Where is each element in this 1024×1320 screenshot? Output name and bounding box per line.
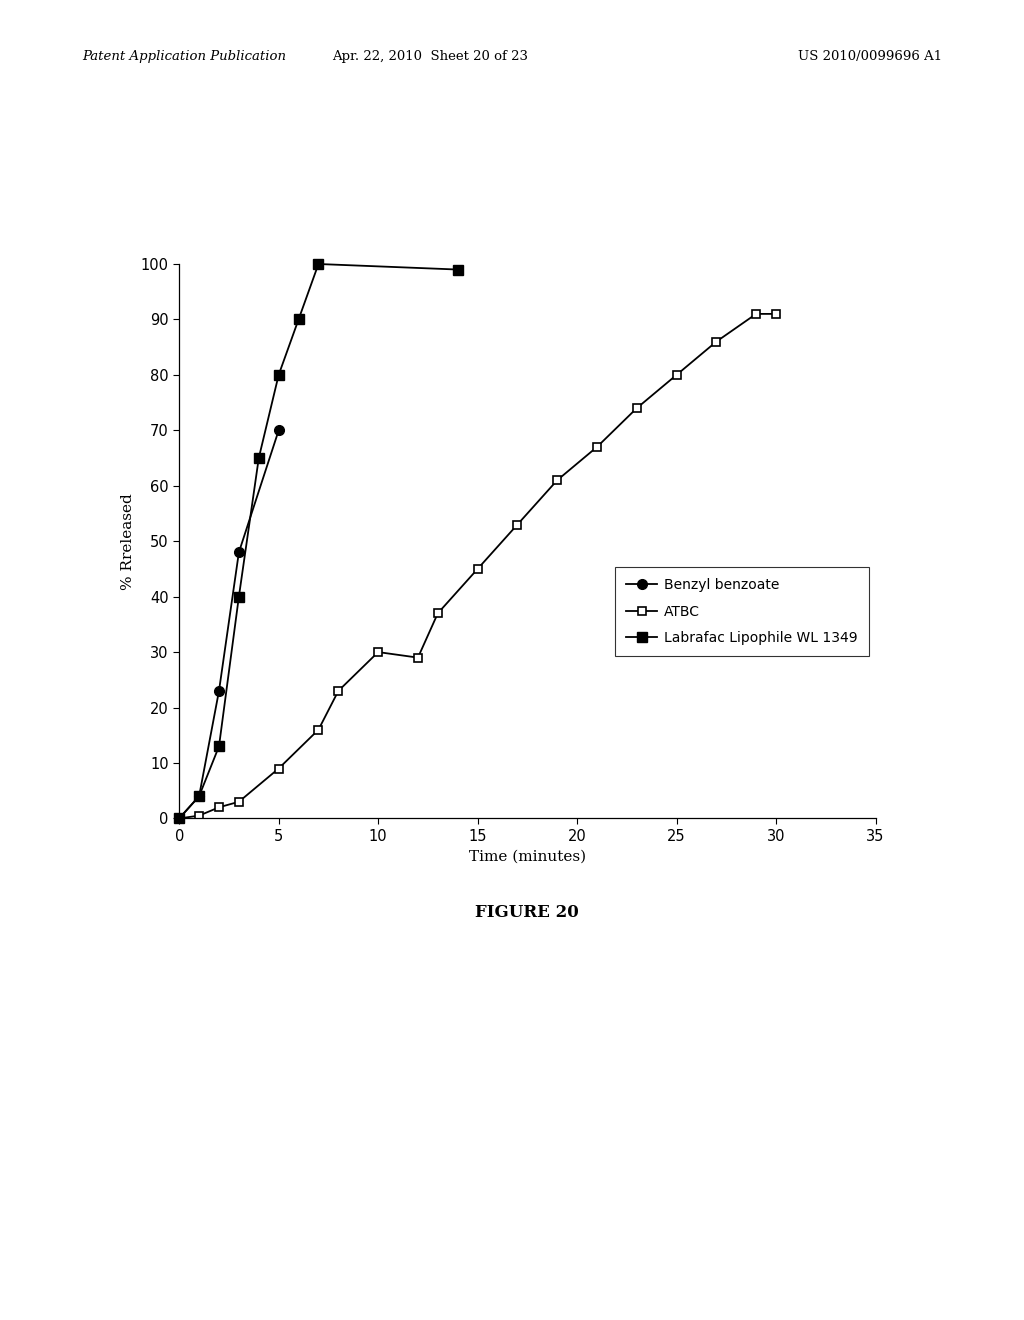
Text: US 2010/0099696 A1: US 2010/0099696 A1 [798,50,942,63]
Text: FIGURE 20: FIGURE 20 [475,904,580,921]
ATBC [412,649,424,665]
Line: Labrafac Lipophile WL 1349: Labrafac Lipophile WL 1349 [174,259,463,824]
ATBC [213,800,225,816]
Line: ATBC: ATBC [175,310,780,822]
Benzyl benzoate [213,682,225,698]
Labrafac Lipophile WL 1349 [193,788,205,804]
Labrafac Lipophile WL 1349 [293,312,305,327]
ATBC [631,400,643,416]
Benzyl benzoate [232,544,245,560]
Labrafac Lipophile WL 1349 [173,810,185,826]
Benzyl benzoate [272,422,285,438]
Labrafac Lipophile WL 1349 [452,261,464,277]
ATBC [591,440,603,455]
Labrafac Lipophile WL 1349 [213,738,225,754]
Line: Benzyl benzoate: Benzyl benzoate [174,425,284,824]
Labrafac Lipophile WL 1349 [253,450,265,466]
Labrafac Lipophile WL 1349 [232,589,245,605]
Labrafac Lipophile WL 1349 [272,367,285,383]
ATBC [770,306,782,322]
Y-axis label: % Rreleased: % Rreleased [121,492,135,590]
ATBC [272,760,285,776]
ATBC [671,367,683,383]
ATBC [332,682,344,698]
ATBC [432,606,444,622]
ATBC [312,722,325,738]
ATBC [711,334,723,350]
Legend: Benzyl benzoate, ATBC, Labrafac Lipophile WL 1349: Benzyl benzoate, ATBC, Labrafac Lipophil… [615,568,868,656]
X-axis label: Time (minutes): Time (minutes) [469,849,586,863]
ATBC [372,644,384,660]
Text: Patent Application Publication: Patent Application Publication [82,50,286,63]
Benzyl benzoate [193,788,205,804]
ATBC [511,516,523,532]
ATBC [471,561,483,577]
ATBC [750,306,762,322]
ATBC [232,793,245,809]
Labrafac Lipophile WL 1349 [312,256,325,272]
ATBC [193,808,205,824]
ATBC [551,473,563,488]
ATBC [173,810,185,826]
Benzyl benzoate [173,810,185,826]
Text: Apr. 22, 2010  Sheet 20 of 23: Apr. 22, 2010 Sheet 20 of 23 [332,50,528,63]
